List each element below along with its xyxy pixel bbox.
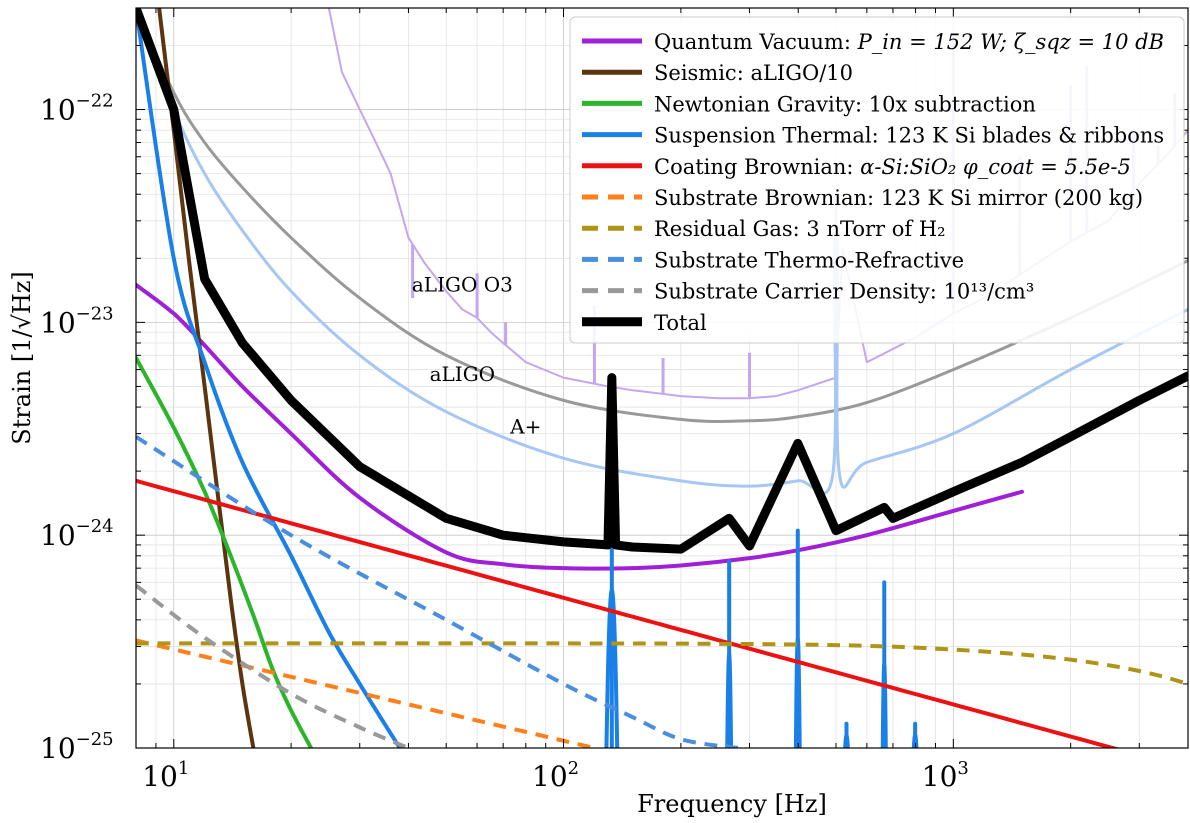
total-line [136,8,1188,554]
seismic-line-group [157,8,256,748]
legend-label: Substrate Brownian: 123 K Si mirror (200… [654,186,1143,210]
legend-label: Quantum Vacuum: P_in = 152 W; ζ_sqz = 10… [654,30,1164,54]
legend-label: Residual Gas: 3 nTorr of H₂ [654,217,946,241]
y-tick-label: 10−25 [40,729,114,765]
legend-item: Residual Gas: 3 nTorr of H₂ [582,217,946,241]
y-tick-label: 10−23 [40,303,114,339]
legend-label: Substrate Carrier Density: 10¹³/cm³ [654,280,1034,304]
substrate-thermo-refractive-line-group [136,435,739,748]
legend-label: Suspension Thermal: 123 K Si blades & ri… [654,124,1164,148]
substrate-thermo-refractive-line [136,435,739,748]
quantum-vacuum-line-group [136,282,1024,571]
x-tick-label: 102 [532,758,579,793]
annotation-label: aLIGO [430,362,495,386]
annotation-label: A+ [509,415,541,439]
quantum-vacuum-line [136,282,1024,571]
substrate-carrier-density-line-group [136,583,410,748]
legend: Quantum Vacuum: P_in = 152 W; ζ_sqz = 10… [569,16,1185,344]
substrate-brownian-line-group [136,638,595,748]
y-tick-label: 10−22 [40,91,114,127]
aligo-line [136,8,1188,423]
legend-item: Total [582,311,707,335]
residual-gas-line-group [136,641,1188,686]
legend-item: Quantum Vacuum: P_in = 152 W; ζ_sqz = 10… [582,30,1164,54]
legend-item: Suspension Thermal: 123 K Si blades & ri… [582,124,1164,148]
newtonian-gravity-line-group [136,356,314,748]
suspension-thermal-line [136,8,402,748]
legend-item: Substrate Carrier Density: 10¹³/cm³ [582,280,1034,304]
y-tick-label: 10−24 [40,516,114,552]
substrate-carrier-density-line [136,583,410,748]
suspension-thermal-line-group [136,8,919,748]
legend-label: Coating Brownian: α-Si:SiO₂ φ_coat = 5.5… [654,155,1131,179]
seismic-line [157,8,256,748]
legend-item: Substrate Brownian: 123 K Si mirror (200… [582,186,1143,210]
legend-label: Seismic: aLIGO/10 [654,61,853,85]
legend-label: Total [654,311,707,335]
legend-item: Seismic: aLIGO/10 [582,61,853,85]
legend-item: Coating Brownian: α-Si:SiO₂ φ_coat = 5.5… [582,155,1131,179]
legend-item: Substrate Thermo-Refractive [582,248,964,272]
total-line-group [136,8,1188,554]
aligo-line-group [136,8,1188,423]
plot-area [136,8,1188,748]
coating-brownian-line [136,478,1121,748]
legend-item: Newtonian Gravity: 10x subtraction [582,92,1036,116]
coating-brownian-line-group [136,478,1121,748]
substrate-brownian-line [136,638,595,748]
x-axis-label: Frequency [Hz] [637,790,827,818]
legend-label: Newtonian Gravity: 10x subtraction [654,92,1036,116]
ticks [135,7,1189,749]
annotation-label: aLIGO O3 [412,272,513,296]
plot-frame [135,7,1189,749]
legend-box [569,16,1185,344]
newtonian-gravity-line [136,356,314,748]
legend-label: Substrate Thermo-Refractive [654,248,964,272]
residual-gas-line [136,641,1188,686]
x-tick-label: 101 [142,758,189,793]
y-axis-label: Strain [1/√Hz] [8,271,36,445]
x-tick-label: 103 [922,758,969,793]
